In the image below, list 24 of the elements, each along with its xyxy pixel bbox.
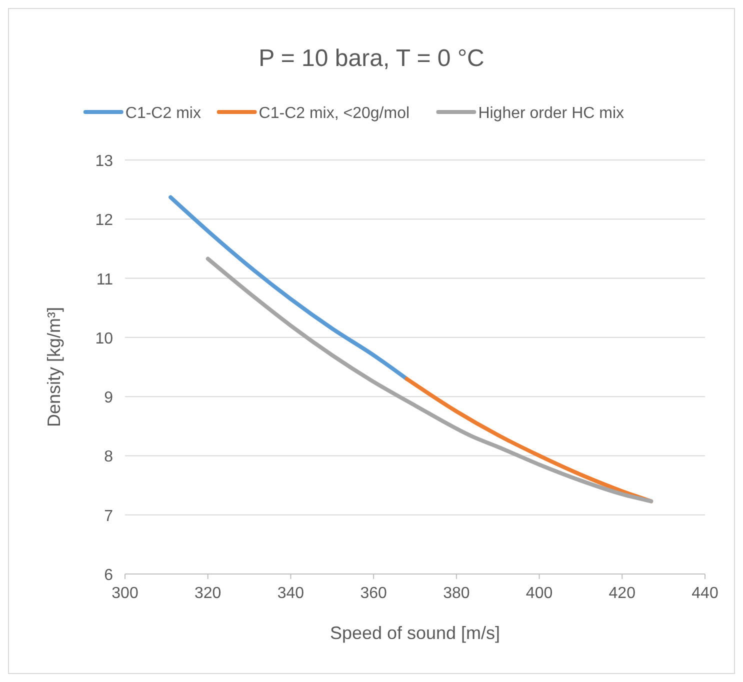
x-tick-label: 400 <box>526 585 553 602</box>
y-tick-label: 11 <box>96 271 114 288</box>
x-tick-label: 320 <box>194 585 222 602</box>
x-tick-label: 380 <box>443 585 470 602</box>
y-tick-label: 8 <box>104 448 114 466</box>
line-series <box>206 256 654 504</box>
x-tick-label: 300 <box>112 585 138 602</box>
y-tick-label: 7 <box>104 508 114 525</box>
line-series <box>168 195 409 381</box>
chart-title: P = 10 bara, T = 0 °C <box>258 45 484 72</box>
legend-label: Higher order HC mix <box>478 105 624 122</box>
x-tick-label: 340 <box>277 585 304 602</box>
y-tick-label: 12 <box>95 212 114 230</box>
y-tick-label: 13 <box>95 153 114 170</box>
x-tick-label: 420 <box>608 585 636 602</box>
legend-label: C1-C2 mix <box>125 105 201 122</box>
x-axis-title: Speed of sound [m/s] <box>330 623 500 643</box>
x-tick-label: 440 <box>692 585 718 602</box>
y-tick-label: 9 <box>104 390 114 407</box>
y-axis-title: Density [kg/m³] <box>44 306 64 428</box>
legend-label: C1-C2 mix, <20g/mol <box>258 105 410 122</box>
x-tick-label: 360 <box>360 585 388 602</box>
y-tick-label: 6 <box>104 567 114 584</box>
y-tick-label: 10 <box>95 330 114 348</box>
